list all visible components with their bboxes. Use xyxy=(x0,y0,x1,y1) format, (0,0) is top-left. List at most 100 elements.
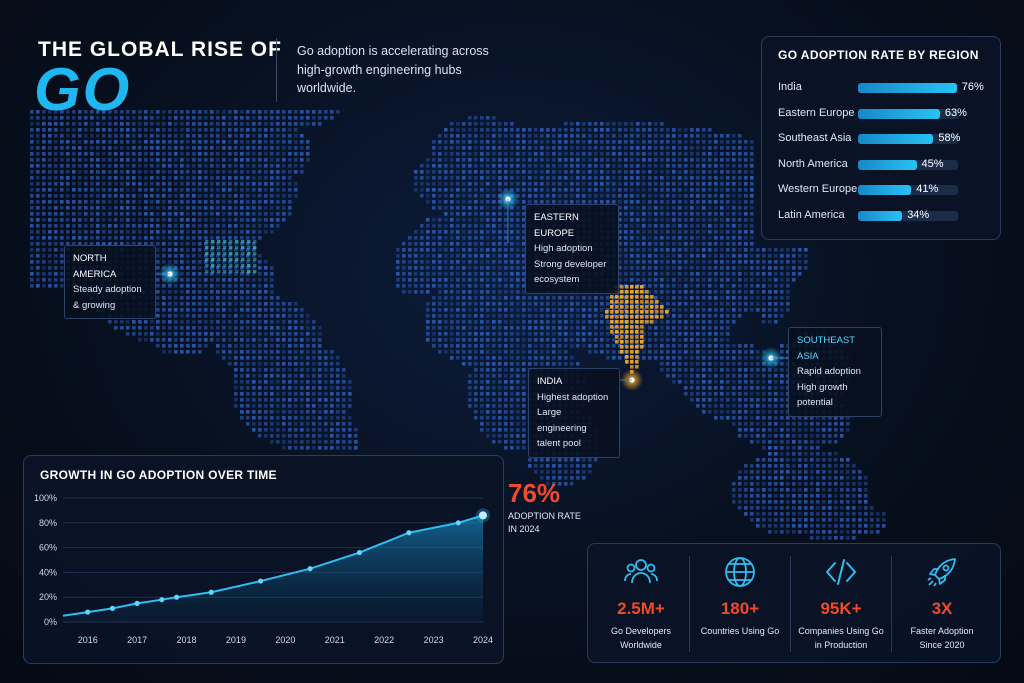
callout-title: EASTERN EUROPE xyxy=(534,212,579,239)
region-value: 34% xyxy=(907,208,930,221)
callout-india: INDIA Highest adoption Large engineering… xyxy=(528,368,620,458)
region-bar xyxy=(858,83,957,93)
data-point xyxy=(258,578,264,584)
header-divider xyxy=(276,38,277,102)
stats-divider xyxy=(891,556,892,652)
region-bar-track xyxy=(858,134,958,144)
stat-label-line: Companies Using Go xyxy=(798,626,884,636)
region-value: 76% xyxy=(961,81,984,93)
stats-divider xyxy=(689,556,690,652)
stat-label-line: Worldwide xyxy=(620,640,662,650)
x-tick-label: 2020 xyxy=(275,635,295,645)
x-tick-label: 2024 xyxy=(473,635,493,645)
stats-divider xyxy=(790,556,791,652)
page-title: THE GLOBAL RISE OF xyxy=(38,38,282,61)
callout-line: Strong developer xyxy=(534,258,607,270)
callout-title: NORTH AMERICA xyxy=(73,253,117,280)
data-point xyxy=(134,600,140,606)
region-row: India 76% xyxy=(778,78,988,98)
stat-label-line: Faster Adoption xyxy=(910,626,974,636)
highlight-value: 76% xyxy=(508,478,561,508)
region-bar xyxy=(858,108,940,119)
globe-icon xyxy=(725,557,755,587)
data-point xyxy=(455,520,461,526)
callout-line: & growing xyxy=(73,299,116,311)
region-label: Eastern Europe xyxy=(778,106,855,119)
region-bar xyxy=(858,210,903,221)
stat-label-line: in Production xyxy=(814,640,868,650)
callout-line: ecosystem xyxy=(534,274,580,285)
callout-line: potential xyxy=(797,397,833,408)
x-tick-label: 2022 xyxy=(374,635,394,645)
x-tick-label: 2019 xyxy=(226,635,246,645)
code-icon xyxy=(826,559,856,585)
region-value: 58% xyxy=(938,132,961,144)
callout-line: Highest adoption xyxy=(537,391,609,403)
highlight-label: ADOPTION RATE IN 2024 xyxy=(508,510,588,536)
callout-southeast-asia: SOUTHEAST ASIA Rapid adoption High growt… xyxy=(788,327,882,417)
region-label: India xyxy=(778,81,802,93)
y-tick-label: 60% xyxy=(39,543,57,553)
callout-title: INDIA xyxy=(537,376,563,387)
data-point xyxy=(479,511,487,520)
stat-value: 180+ xyxy=(720,599,760,618)
x-tick-label: 2018 xyxy=(177,635,197,645)
india-highlight xyxy=(605,285,669,374)
x-tick-label: 2016 xyxy=(78,635,98,645)
page-subtitle: Go adoption is accelerating across high-… xyxy=(297,44,489,95)
growth-area-chart: 0% 20% 40% 60% 80% 100% 2016 2017 2018 2019 2020 20… xyxy=(34,493,493,645)
go-wordmark: GO xyxy=(34,56,132,123)
region-row: Eastern Europe 63% xyxy=(778,104,988,124)
y-tick-label: 40% xyxy=(39,567,57,577)
x-tick-label: 2023 xyxy=(424,635,444,645)
region-bar xyxy=(858,159,917,170)
callout-eastern-europe: EASTERN EUROPE High adoption Strong deve… xyxy=(525,204,619,294)
callout-line: Rapid adoption xyxy=(797,366,861,377)
region-value: 41% xyxy=(916,183,939,195)
rocket-icon xyxy=(927,558,956,587)
region-label: Western Europe xyxy=(778,183,858,195)
users-icon xyxy=(624,559,658,584)
data-point xyxy=(208,589,214,595)
stat-value: 2.5M+ xyxy=(617,599,665,618)
region-panel-title: GO ADOPTION RATE BY REGION xyxy=(778,48,979,62)
stat-label: Faster Adoption Since 2020 xyxy=(892,624,992,652)
region-row: Western Europe 41% xyxy=(778,180,988,200)
stat-value: 95K+ xyxy=(820,599,862,618)
region-value: 63% xyxy=(944,106,967,119)
stat-label: Countries Using Go xyxy=(690,624,790,638)
region-bar xyxy=(858,134,934,144)
north-america-highlight xyxy=(205,240,257,274)
region-bar-track xyxy=(858,83,958,93)
stats-panel xyxy=(587,543,1001,663)
highlight-label-line: ADOPTION RATE xyxy=(508,511,581,521)
callout-line: Large engineering xyxy=(537,407,587,434)
callout-line: Steady adoption xyxy=(73,284,142,295)
region-bar-track xyxy=(858,159,958,170)
data-point xyxy=(85,609,91,615)
x-tick-label: 2021 xyxy=(325,635,345,645)
stat-label: Companies Using Go in Production xyxy=(791,624,891,652)
region-bar-track xyxy=(858,108,958,119)
callout-line: High growth xyxy=(797,381,848,393)
y-tick-label: 0% xyxy=(44,617,57,627)
callout-line: High adoption xyxy=(534,243,593,254)
stat-label-line: Since 2020 xyxy=(919,640,965,650)
region-label: Latin America xyxy=(778,208,845,221)
data-point xyxy=(406,530,412,536)
data-point xyxy=(356,549,363,556)
growth-chart-title: GROWTH IN GO ADOPTION OVER TIME xyxy=(40,468,277,482)
data-point xyxy=(109,605,116,611)
stat-label-line: Go Developers xyxy=(610,626,672,636)
data-point xyxy=(174,594,180,600)
callout-north-america: NORTH AMERICA Steady adoption & growing xyxy=(64,245,156,319)
region-row: Latin America 34% xyxy=(778,206,988,226)
region-value: 45% xyxy=(921,157,944,170)
region-bar xyxy=(858,185,912,195)
stat-label: Go Developers Worldwide xyxy=(591,624,691,652)
region-label: North America xyxy=(778,157,848,170)
series-area xyxy=(63,515,483,622)
region-label: Southeast Asia xyxy=(778,132,852,144)
region-bar-track xyxy=(858,210,958,221)
y-tick-label: 100% xyxy=(34,493,57,503)
